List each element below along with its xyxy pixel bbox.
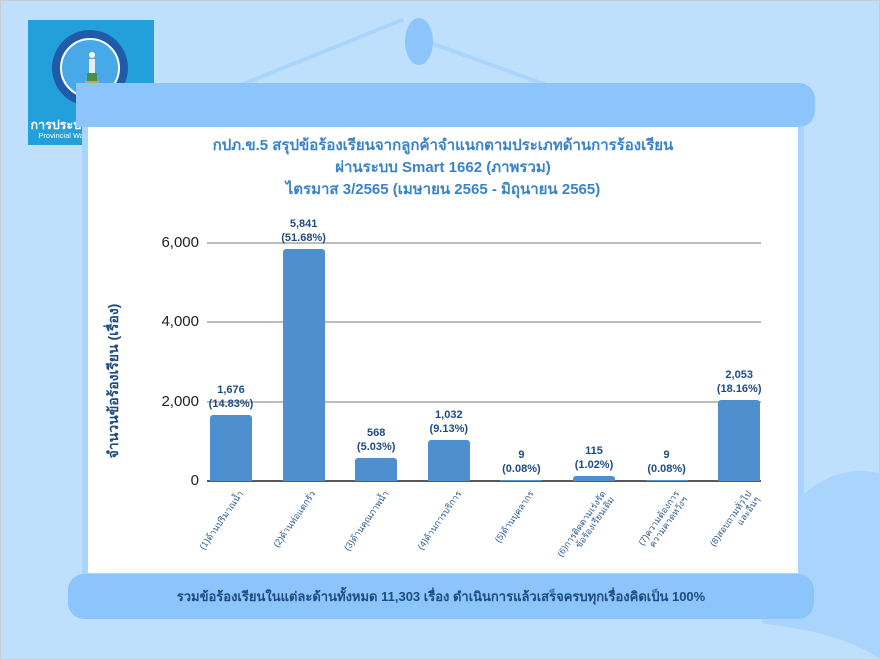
summary-text: รวมข้อร้องเรียนในแต่ละด้านทั้งหมด 11,303… bbox=[176, 589, 706, 604]
hanger-string-left bbox=[240, 17, 405, 87]
chart-title-line-2: ผ่านระบบ Smart 1662 (ภาพรวม) bbox=[335, 159, 551, 176]
summary-banner: รวมข้อร้องเรียนในแต่ละด้านทั้งหมด 11,303… bbox=[68, 574, 814, 619]
hanger-pin-icon bbox=[405, 18, 433, 65]
chart-title-line-1: กปภ.ข.5 สรุปข้อร้องเรียนจากลูกค้าจำแนกตา… bbox=[212, 137, 674, 154]
chart-panel: กปภ.ข.5 สรุปข้อร้องเรียนจากลูกค้าจำแนกตา… bbox=[88, 127, 798, 573]
chart-title-line-3: ไตรมาส 3/2565 (เมษายน 2565 - มิถุนายน 25… bbox=[285, 181, 601, 198]
chart-title: กปภ.ข.5 สรุปข้อร้องเรียนจากลูกค้าจำแนกตา… bbox=[88, 135, 798, 201]
top-banner bbox=[76, 83, 815, 127]
